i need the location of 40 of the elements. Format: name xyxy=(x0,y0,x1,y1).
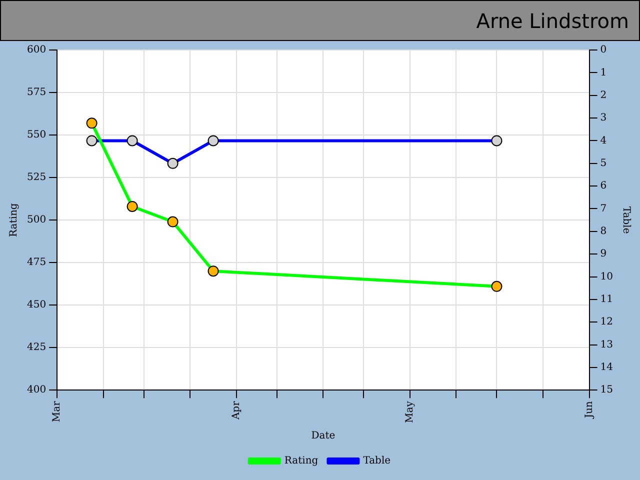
y2-tick-label: 12 xyxy=(600,316,614,328)
y-tick-label: 425 xyxy=(26,342,46,354)
chart-title: Arne Lindstrom xyxy=(476,9,629,33)
y2-tick-label: 4 xyxy=(600,135,607,146)
point xyxy=(208,266,219,277)
x-axis-title: Date xyxy=(311,430,336,442)
y2-tick-label: 8 xyxy=(600,226,607,238)
y2-tick-label: 14 xyxy=(600,362,614,374)
point xyxy=(126,200,138,212)
y-axis-title: Rating xyxy=(8,202,20,237)
point xyxy=(86,118,98,129)
y-tick-label: 600 xyxy=(26,44,46,56)
y2-tick-label: 0 xyxy=(600,44,607,56)
legend-label: Table xyxy=(363,456,391,467)
y-tick-label: 475 xyxy=(26,257,46,268)
x-tick-label: May xyxy=(404,400,416,424)
legend-label: Rating xyxy=(284,456,319,467)
y-tick-label: 575 xyxy=(26,87,46,98)
y2-tick-label: 10 xyxy=(600,271,614,282)
y2-tick-label: 2 xyxy=(600,90,607,101)
y-tick-label: 500 xyxy=(26,214,46,226)
y-tick-label: 400 xyxy=(26,384,46,396)
y-tick-label: 450 xyxy=(26,300,46,311)
y2-tick-label: 13 xyxy=(600,339,614,350)
y2-tick-label: 5 xyxy=(600,158,607,169)
y2-tick-label: 9 xyxy=(600,248,607,260)
y2-tick-label: 6 xyxy=(600,180,607,192)
point xyxy=(167,216,178,228)
y2-axis-title: Table xyxy=(620,206,632,234)
x-tick-label: Mar xyxy=(52,400,63,422)
y-tick-label: 550 xyxy=(26,130,46,141)
x-tick-label: Apr xyxy=(231,400,242,421)
y2-tick-label: 1 xyxy=(600,67,607,78)
y2-tick-label: 7 xyxy=(600,203,607,214)
y2-tick-label: 15 xyxy=(600,384,614,396)
x-tick-label: Jun xyxy=(584,400,595,420)
y2-tick-label: 3 xyxy=(600,112,607,124)
y-tick-label: 525 xyxy=(26,172,46,184)
y2-tick-label: 11 xyxy=(600,294,614,306)
point xyxy=(491,280,502,292)
